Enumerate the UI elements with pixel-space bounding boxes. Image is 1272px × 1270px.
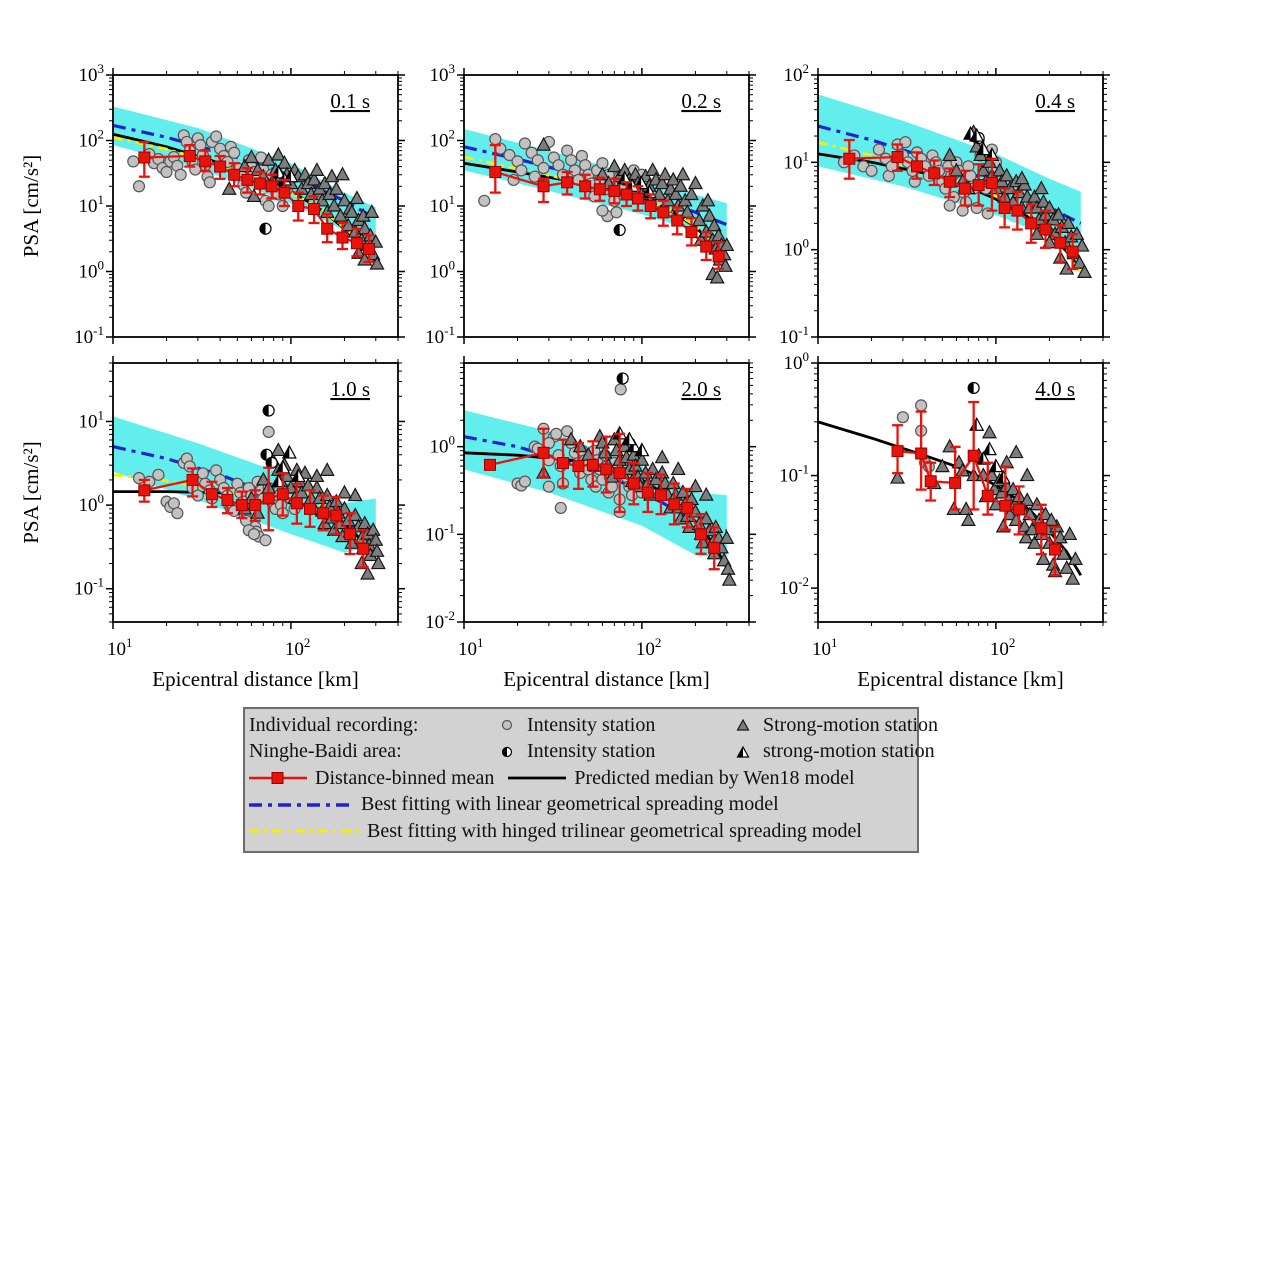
svg-text:10-2: 10-2 <box>425 608 455 633</box>
y-axis-label-row2: PSA [cm/s²] <box>19 441 43 544</box>
legend-row-mean-wen18: Distance-binned mean Predicted median by… <box>249 765 913 792</box>
svg-text:10-1: 10-1 <box>74 575 104 600</box>
ninghe-intensity-station-icon <box>487 745 527 759</box>
subplot-0-1-s: 103 102 101 100 10-1 0.1 s <box>74 61 405 348</box>
svg-text:101: 101 <box>458 635 484 660</box>
distance-binned-mean-icon <box>249 770 307 786</box>
svg-text:103: 103 <box>79 61 105 86</box>
plot-frame <box>112 74 399 338</box>
linear-fit-line-icon <box>249 797 353 813</box>
legend: Individual recording: Intensity station … <box>243 707 938 853</box>
svg-text:103: 103 <box>430 61 456 86</box>
legend-item-trilinear-fit: Best fitting with hinged trilinear geome… <box>367 819 862 842</box>
svg-text:100: 100 <box>79 258 105 283</box>
svg-text:10-1: 10-1 <box>425 520 455 545</box>
svg-text:10-1: 10-1 <box>779 323 809 348</box>
distance-binned-mean-series <box>489 143 725 270</box>
panel-title: 1.0 s <box>330 377 370 401</box>
svg-text:102: 102 <box>285 635 311 660</box>
svg-text:101: 101 <box>430 192 456 217</box>
y-axis-label-row1: PSA [cm/s²] <box>19 155 43 258</box>
svg-text:101: 101 <box>784 148 810 173</box>
legend-item-strong: Strong-motion station <box>763 713 938 736</box>
axis-ticks <box>457 356 756 629</box>
svg-text:10-1: 10-1 <box>74 323 104 348</box>
legend-row-ninghe: Ninghe-Baidi area: Intensity station str… <box>249 739 935 766</box>
svg-text:101: 101 <box>79 192 105 217</box>
svg-text:100: 100 <box>784 236 810 261</box>
x-axis-label: Epicentral distance [km] <box>503 667 709 691</box>
svg-text:102: 102 <box>990 635 1016 660</box>
distance-binned-mean-series <box>138 466 370 569</box>
svg-text:100: 100 <box>79 491 105 516</box>
intensity-station-icon <box>487 718 527 732</box>
subplot-1-0-s: 101 100 10-1 101 102 Epicentral distance [km]… <box>74 356 405 691</box>
legend-item-ninghe-strong: strong-motion station <box>763 740 935 763</box>
svg-text:10-1: 10-1 <box>779 462 809 487</box>
distance-binned-mean-series <box>891 400 1062 577</box>
legend-row-trilinear-fit: Best fitting with hinged trilinear geome… <box>249 818 913 845</box>
svg-text:101: 101 <box>107 635 133 660</box>
legend-item-ninghe-intensity: Intensity station <box>527 740 656 763</box>
subplot-4-0-s: 100 10-1 10-2 101 102 Epicentral distance [km… <box>779 349 1110 691</box>
panel-title: 0.2 s <box>681 89 721 113</box>
svg-text:100: 100 <box>784 349 810 374</box>
svg-text:101: 101 <box>812 635 838 660</box>
panel-title: 0.1 s <box>330 89 370 113</box>
plot-frame <box>817 362 1104 623</box>
svg-text:102: 102 <box>430 127 456 152</box>
plot-frame <box>463 362 750 623</box>
legend-row-individual: Individual recording: Intensity station … <box>249 712 938 739</box>
plot-frame <box>817 74 1104 338</box>
svg-text:100: 100 <box>430 433 456 458</box>
strong-motion-station-icon <box>723 718 763 732</box>
panel-title: 0.4 s <box>1035 89 1075 113</box>
distance-binned-mean-series <box>843 138 1079 271</box>
legend-item-wen18: Predicted median by Wen18 model <box>574 766 855 789</box>
legend-item-binned-mean: Distance-binned mean <box>315 766 495 789</box>
ninghe-strong-motion-station-icon <box>723 745 763 759</box>
subplot-0-4-s: 102 101 100 10-1 0.4 s <box>779 61 1110 348</box>
legend-row-linear-fit: Best fitting with linear geometrical spr… <box>249 792 913 819</box>
svg-text:101: 101 <box>79 407 105 432</box>
svg-text:102: 102 <box>784 61 810 86</box>
x-axis-label: Epicentral distance [km] <box>152 667 358 691</box>
distance-binned-mean-series <box>483 427 721 571</box>
svg-text:10-1: 10-1 <box>425 323 455 348</box>
x-axis-label: Epicentral distance [km] <box>857 667 1063 691</box>
subplot-0-2-s: 103 102 101 100 10-1 0.2 s <box>425 61 756 348</box>
legend-item-intensity: Intensity station <box>527 713 656 736</box>
distance-binned-mean-series <box>138 140 376 264</box>
legend-item-linear-fit: Best fitting with linear geometrical spr… <box>361 793 779 816</box>
plot-frame <box>463 74 750 338</box>
trilinear-fit-line-icon <box>249 823 359 839</box>
panel-title: 4.0 s <box>1035 377 1075 401</box>
svg-text:10-2: 10-2 <box>779 574 809 599</box>
svg-text:102: 102 <box>79 127 105 152</box>
legend-label-ninghe: Ninghe-Baidi area: <box>249 740 402 763</box>
plot-frame <box>112 362 399 623</box>
wen18-line-icon <box>508 770 567 786</box>
panel-title: 2.0 s <box>681 377 721 401</box>
svg-text:100: 100 <box>430 258 456 283</box>
svg-text:102: 102 <box>636 635 662 660</box>
legend-label-individual: Individual recording: <box>249 713 419 736</box>
